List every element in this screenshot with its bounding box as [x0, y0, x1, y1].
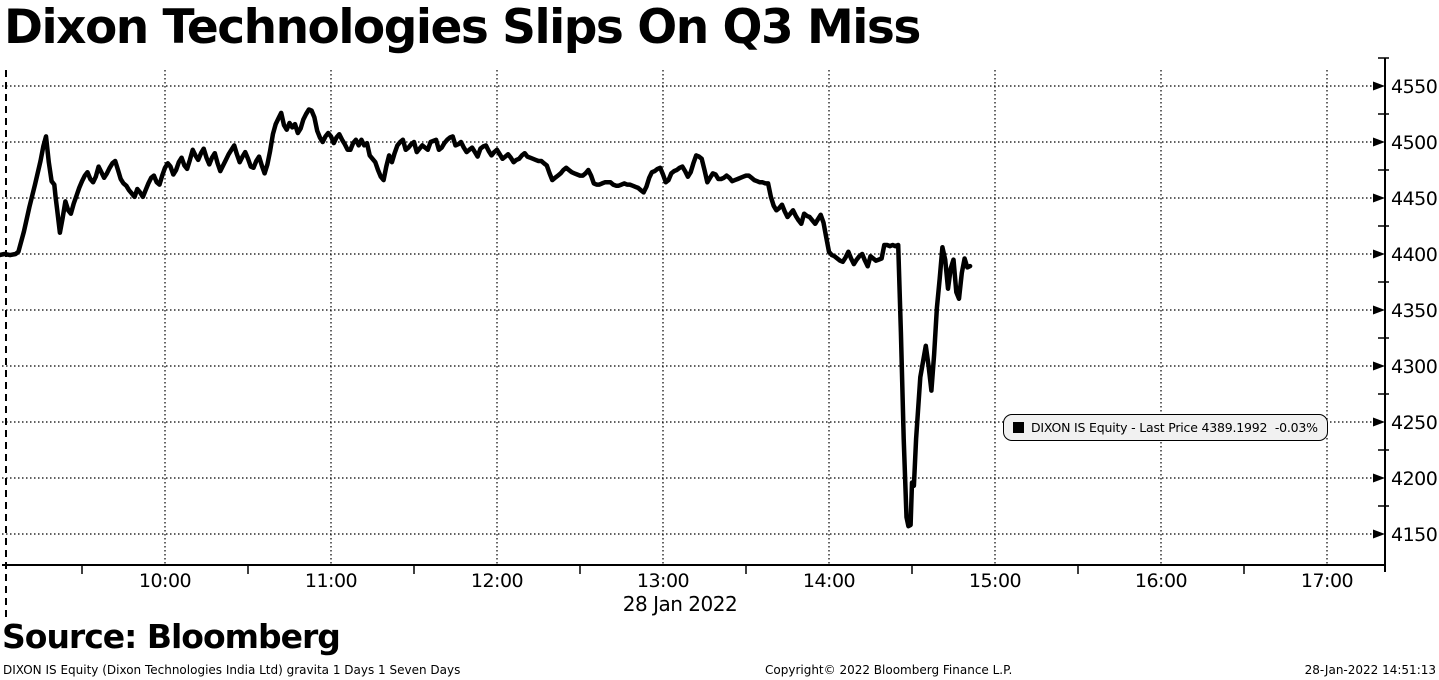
- y-tick-arrow-icon: [1373, 529, 1385, 539]
- y-tick-arrow-icon: [1373, 81, 1385, 91]
- footer-copyright: Copyright© 2022 Bloomberg Finance L.P.: [765, 663, 1013, 677]
- x-tick-label: 13:00: [637, 570, 689, 592]
- footer: DIXON IS Equity (Dixon Technologies Indi…: [0, 663, 1439, 680]
- axis-ticks: [81, 57, 1389, 574]
- y-tick-arrow-icon: [1373, 249, 1385, 259]
- x-tick-label: 15:00: [969, 570, 1021, 592]
- y-tick-label: 4250: [1391, 412, 1437, 434]
- x-tick-label: 12:00: [471, 570, 523, 592]
- source-label: Source: Bloomberg: [2, 617, 341, 656]
- y-tick-arrow-icon: [1373, 473, 1385, 483]
- axis-labels: 4550 4500 4450 4400 4350 4300 4250 4200 4150 10:0…: [139, 76, 1438, 592]
- y-tick-label: 4550: [1391, 76, 1437, 98]
- y-gridlines: [2, 85, 1372, 535]
- y-tick-label: 4350: [1391, 300, 1437, 322]
- y-tick-arrow-icon: [1373, 193, 1385, 203]
- y-tick-label: 4150: [1391, 524, 1437, 546]
- footer-security-description: DIXON IS Equity (Dixon Technologies Indi…: [3, 663, 461, 677]
- x-tick-label: 11:00: [305, 570, 357, 592]
- y-tick-label: 4300: [1391, 356, 1437, 378]
- y-tick-label: 4500: [1391, 132, 1437, 154]
- footer-timestamp: 28-Jan-2022 14:51:13: [1304, 663, 1436, 677]
- y-tick-label: 4200: [1391, 468, 1437, 490]
- x-axis-date-label: 28 Jan 2022: [622, 592, 738, 616]
- x-tick-label: 14:00: [803, 570, 855, 592]
- y-tick-label: 4450: [1391, 188, 1437, 210]
- legend-text: DIXON IS Equity - Last Price 4389.1992 -…: [1031, 420, 1318, 435]
- y-tick-arrow-icon: [1373, 361, 1385, 371]
- x-tick-label: 17:00: [1301, 570, 1353, 592]
- price-line: [0, 107, 973, 529]
- x-gridlines: [164, 70, 1328, 565]
- y-tick-arrow-icon: [1373, 305, 1385, 315]
- y-tick-arrow-icon: [1373, 417, 1385, 427]
- x-tick-label: 10:00: [139, 570, 191, 592]
- page-title: Dixon Technologies Slips On Q3 Miss: [4, 0, 921, 55]
- legend-box[interactable]: DIXON IS Equity - Last Price 4389.1992 -…: [1003, 414, 1328, 441]
- x-tick-label: 16:00: [1135, 570, 1187, 592]
- y-tick-label: 4400: [1391, 244, 1437, 266]
- legend-series-marker-icon: [1013, 422, 1024, 433]
- axes: [2, 58, 1386, 622]
- y-tick-arrow-icon: [1373, 137, 1385, 147]
